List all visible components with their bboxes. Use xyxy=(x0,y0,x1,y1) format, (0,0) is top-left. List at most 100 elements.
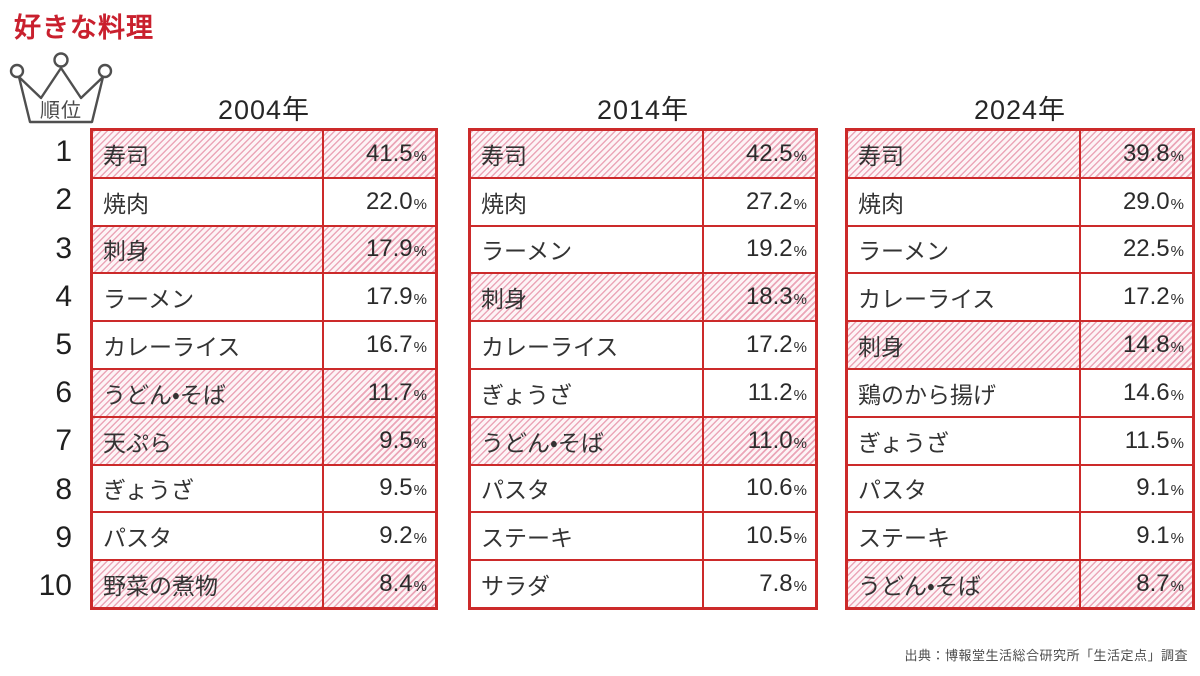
ranking-table: 寿司 41.5% 焼肉 22.0% 刺身 17.9% ラーメン 17.9% カレーライス 16.7… xyxy=(90,128,438,610)
percent-text: 39.8% xyxy=(1123,140,1184,168)
dish-cell: 刺身 xyxy=(481,286,527,313)
dish-cell: 焼肉 xyxy=(481,190,527,217)
table-row: ぎょうざ 9.5% xyxy=(93,463,435,512)
percent-unit: % xyxy=(1170,243,1184,261)
percent-text: 9.5% xyxy=(379,427,427,455)
percent-cell: 22.5% xyxy=(1079,226,1192,273)
percent-text: 17.9% xyxy=(366,283,427,311)
percent-cell: 17.9% xyxy=(322,274,435,321)
table-row: うどん・そば 11.0% xyxy=(471,415,815,464)
ranking-table: 寿司 39.8% 焼肉 29.0% ラーメン 22.5% カレーライス 17.2% 刺身 14.8… xyxy=(845,128,1195,610)
percent-cell: 42.5% xyxy=(702,131,815,177)
dish-cell: 寿司 xyxy=(103,142,149,169)
percent-unit: % xyxy=(413,243,427,261)
rank-column: 1 2 3 4 5 6 7 8 9 10 xyxy=(0,128,80,610)
dish-cell: 刺身 xyxy=(103,238,149,265)
percent-text: 8.4% xyxy=(379,570,427,598)
percent-value: 9.1 xyxy=(1136,522,1170,550)
percent-cell: 9.2% xyxy=(322,513,435,560)
percent-text: 41.5% xyxy=(366,140,427,168)
percent-unit: % xyxy=(1170,530,1184,548)
percent-value: 9.1 xyxy=(1136,474,1170,502)
percent-value: 22.5 xyxy=(1122,235,1170,263)
percent-cell: 11.2% xyxy=(702,369,815,416)
percent-cell: 27.2% xyxy=(702,178,815,225)
percent-cell: 9.1% xyxy=(1079,513,1192,560)
dish-cell: 刺身 xyxy=(858,334,904,361)
percent-text: 11.2% xyxy=(748,379,807,407)
percent-unit: % xyxy=(413,482,427,500)
dish-cell: 焼肉 xyxy=(858,190,904,217)
dish-cell: ぎょうざ xyxy=(858,429,949,456)
percent-unit: % xyxy=(413,578,427,596)
dish-cell: ぎょうざ xyxy=(481,381,572,408)
percent-text: 14.6% xyxy=(1123,379,1184,407)
percent-unit: % xyxy=(413,530,427,548)
percent-value: 19.2 xyxy=(745,235,793,263)
table-row: 寿司 41.5% xyxy=(93,131,435,177)
table-row: サラダ 7.8% xyxy=(471,559,815,607)
percent-text: 10.5% xyxy=(746,522,807,550)
percent-value: 27.2 xyxy=(745,187,793,215)
table-row: うどん・そば 8.7% xyxy=(848,559,1192,607)
dish-cell: カレーライス xyxy=(481,334,619,361)
dish-cell: カレーライス xyxy=(858,286,996,313)
table-row: 刺身 17.9% xyxy=(93,224,435,273)
percent-value: 17.9 xyxy=(365,235,413,263)
percent-text: 42.5% xyxy=(746,140,807,168)
dish-cell: ステーキ xyxy=(481,525,573,552)
percent-value: 11.5 xyxy=(1124,426,1170,454)
percent-cell: 16.7% xyxy=(322,322,435,368)
table-row: 焼肉 29.0% xyxy=(848,176,1192,225)
percent-text: 9.2% xyxy=(379,522,427,550)
rank-number: 9 xyxy=(55,520,72,554)
dish-cell: ぎょうざ xyxy=(103,477,194,504)
percent-value: 17.9 xyxy=(365,283,413,311)
percent-unit: % xyxy=(793,195,807,213)
percent-cell: 9.1% xyxy=(1079,465,1192,512)
percent-text: 7.8% xyxy=(759,570,807,598)
percent-cell: 9.5% xyxy=(322,465,435,512)
percent-cell: 10.5% xyxy=(702,513,815,560)
percent-value: 9.5 xyxy=(379,426,413,454)
dish-cell: ラーメン xyxy=(858,238,950,265)
table-row: 焼肉 22.0% xyxy=(93,176,435,225)
percent-cell: 8.7% xyxy=(1079,561,1192,607)
table-row: 寿司 42.5% xyxy=(471,131,815,177)
percent-value: 16.7 xyxy=(365,331,413,359)
table-row: カレーライス 17.2% xyxy=(471,320,815,368)
percent-unit: % xyxy=(793,434,807,452)
percent-value: 8.7 xyxy=(1136,570,1170,598)
percent-unit: % xyxy=(1170,339,1184,357)
table-row: 鶏のから揚げ 14.6% xyxy=(848,367,1192,416)
dish-cell: ラーメン xyxy=(481,238,573,265)
percent-unit: % xyxy=(413,386,427,404)
percent-value: 17.2 xyxy=(745,331,793,359)
percent-value: 14.6 xyxy=(1122,378,1170,406)
dish-cell: うどん・そば xyxy=(858,573,981,600)
rank-number: 7 xyxy=(55,424,72,458)
percent-cell: 17.2% xyxy=(702,322,815,368)
percent-unit: % xyxy=(793,339,807,357)
percent-cell: 29.0% xyxy=(1079,178,1192,225)
percent-unit: % xyxy=(1170,482,1184,500)
table-row: 焼肉 27.2% xyxy=(471,176,815,225)
percent-text: 11.7% xyxy=(368,379,427,407)
percent-unit: % xyxy=(413,195,427,213)
table-row: ステーキ 10.5% xyxy=(471,511,815,560)
dish-cell: パスタ xyxy=(858,477,927,504)
dish-cell: 焼肉 xyxy=(103,190,149,217)
percent-text: 19.2% xyxy=(746,235,807,263)
percent-unit: % xyxy=(793,291,807,309)
dish-cell: ステーキ xyxy=(858,525,950,552)
percent-cell: 11.0% xyxy=(702,417,815,464)
dish-cell: ラーメン xyxy=(103,286,195,313)
rank-badge-label: 順位 xyxy=(40,100,82,122)
percent-text: 29.0% xyxy=(1123,188,1184,216)
dish-cell: うどん・そば xyxy=(103,381,226,408)
percent-cell: 9.5% xyxy=(322,417,435,464)
rank-number: 10 xyxy=(38,568,72,602)
table-row: 野菜の煮物 8.4% xyxy=(93,559,435,607)
table-row: 刺身 14.8% xyxy=(848,320,1192,368)
percent-value: 42.5 xyxy=(745,139,793,167)
